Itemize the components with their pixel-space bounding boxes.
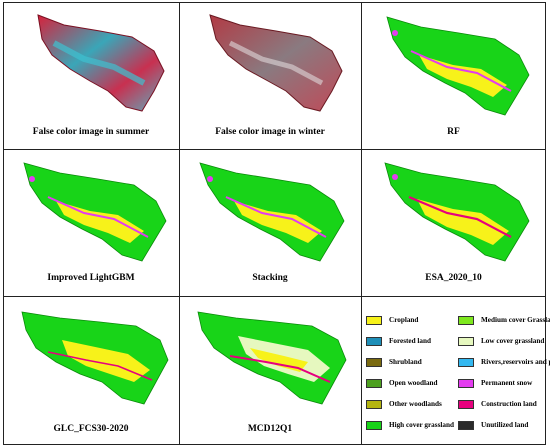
legend-label: Rivers,reservoirs and ponds [481,358,550,366]
panel-rf: RF [361,3,546,148]
panel-caption: RF [447,127,460,137]
glc-classification-map [21,311,169,405]
panel-stacking: Stacking [180,149,360,295]
legend-item: Construction land [458,398,537,410]
stacking-classification-map [199,162,345,262]
legend-swatch [458,357,474,367]
panel-caption: MCD12Q1 [247,424,293,434]
legend-label: Construction land [481,400,537,408]
legend-label: Other woodlands [389,400,442,408]
legend-label: Low cover grassland [481,337,545,345]
grid-divider [361,3,362,444]
summer-false-color-map [37,14,165,112]
legend-swatch [366,336,382,346]
grid-divider [179,3,180,444]
winter-false-color-map [209,14,343,112]
panel-caption: Improved LightGBM [47,273,135,283]
panel-caption: False color image in winter [215,127,325,137]
panel-glc-fcs30-2020: GLC_FCS30-2020 [4,296,178,445]
legend-item: Unutilized land [458,419,528,431]
legend-label: Cropland [389,316,419,324]
legend-item: Low cover grassland [458,335,544,347]
legend-label: Medium cover Grassland [481,316,550,324]
legend: Cropland Medium cover Grassland Forested… [362,300,550,445]
legend-label: Unutilized land [481,421,529,429]
panel-caption: Stacking [252,273,288,283]
legend-swatch [366,420,382,430]
legend-item: Medium cover Grassland [458,314,550,326]
legend-item: Shrubland [366,356,422,368]
legend-label: Shrubland [389,358,422,366]
legend-swatch [458,315,474,325]
panel-caption: GLC_FCS30-2020 [53,424,129,434]
panel-caption: False color image in summer [32,127,150,137]
legend-swatch [458,420,474,430]
legend-item: Other woodlands [366,398,442,410]
legend-swatch [366,357,382,367]
legend-label: Permanent snow [481,379,533,387]
legend-item: Cropland [366,314,418,326]
legend-item: High cover grassland [366,419,454,431]
legend-item: Rivers,reservoirs and ponds [458,356,550,368]
panel-mcd12q1: MCD12Q1 [180,296,360,445]
figure-grid [3,2,546,445]
legend-swatch [366,315,382,325]
legend-swatch [458,378,474,388]
legend-item: Permanent snow [458,377,532,389]
panel-caption: ESA_2020_10 [425,273,482,283]
panel-improved-lightgbm: Improved LightGBM [4,149,178,295]
legend-swatch [366,399,382,409]
panel-summer-false-color: False color image in summer [4,3,178,148]
grid-divider [4,149,545,150]
legend-item: Forested land [366,335,431,347]
legend-swatch [458,399,474,409]
rf-classification-map [386,16,530,116]
panel-winter-false-color: False color image in winter [180,3,360,148]
legend-swatch [366,378,382,388]
panel-esa-2020-10: ESA_2020_10 [361,149,546,295]
legend-item: Open woodland [366,377,438,389]
lightgbm-classification-map [23,162,167,262]
grid-divider [4,296,545,297]
legend-swatch [458,336,474,346]
esa-classification-map [384,162,530,262]
mcd12q1-classification-map [197,311,347,405]
legend-label: Open woodland [389,379,438,387]
legend-label: Forested land [389,337,431,345]
legend-label: High cover grassland [389,421,454,429]
